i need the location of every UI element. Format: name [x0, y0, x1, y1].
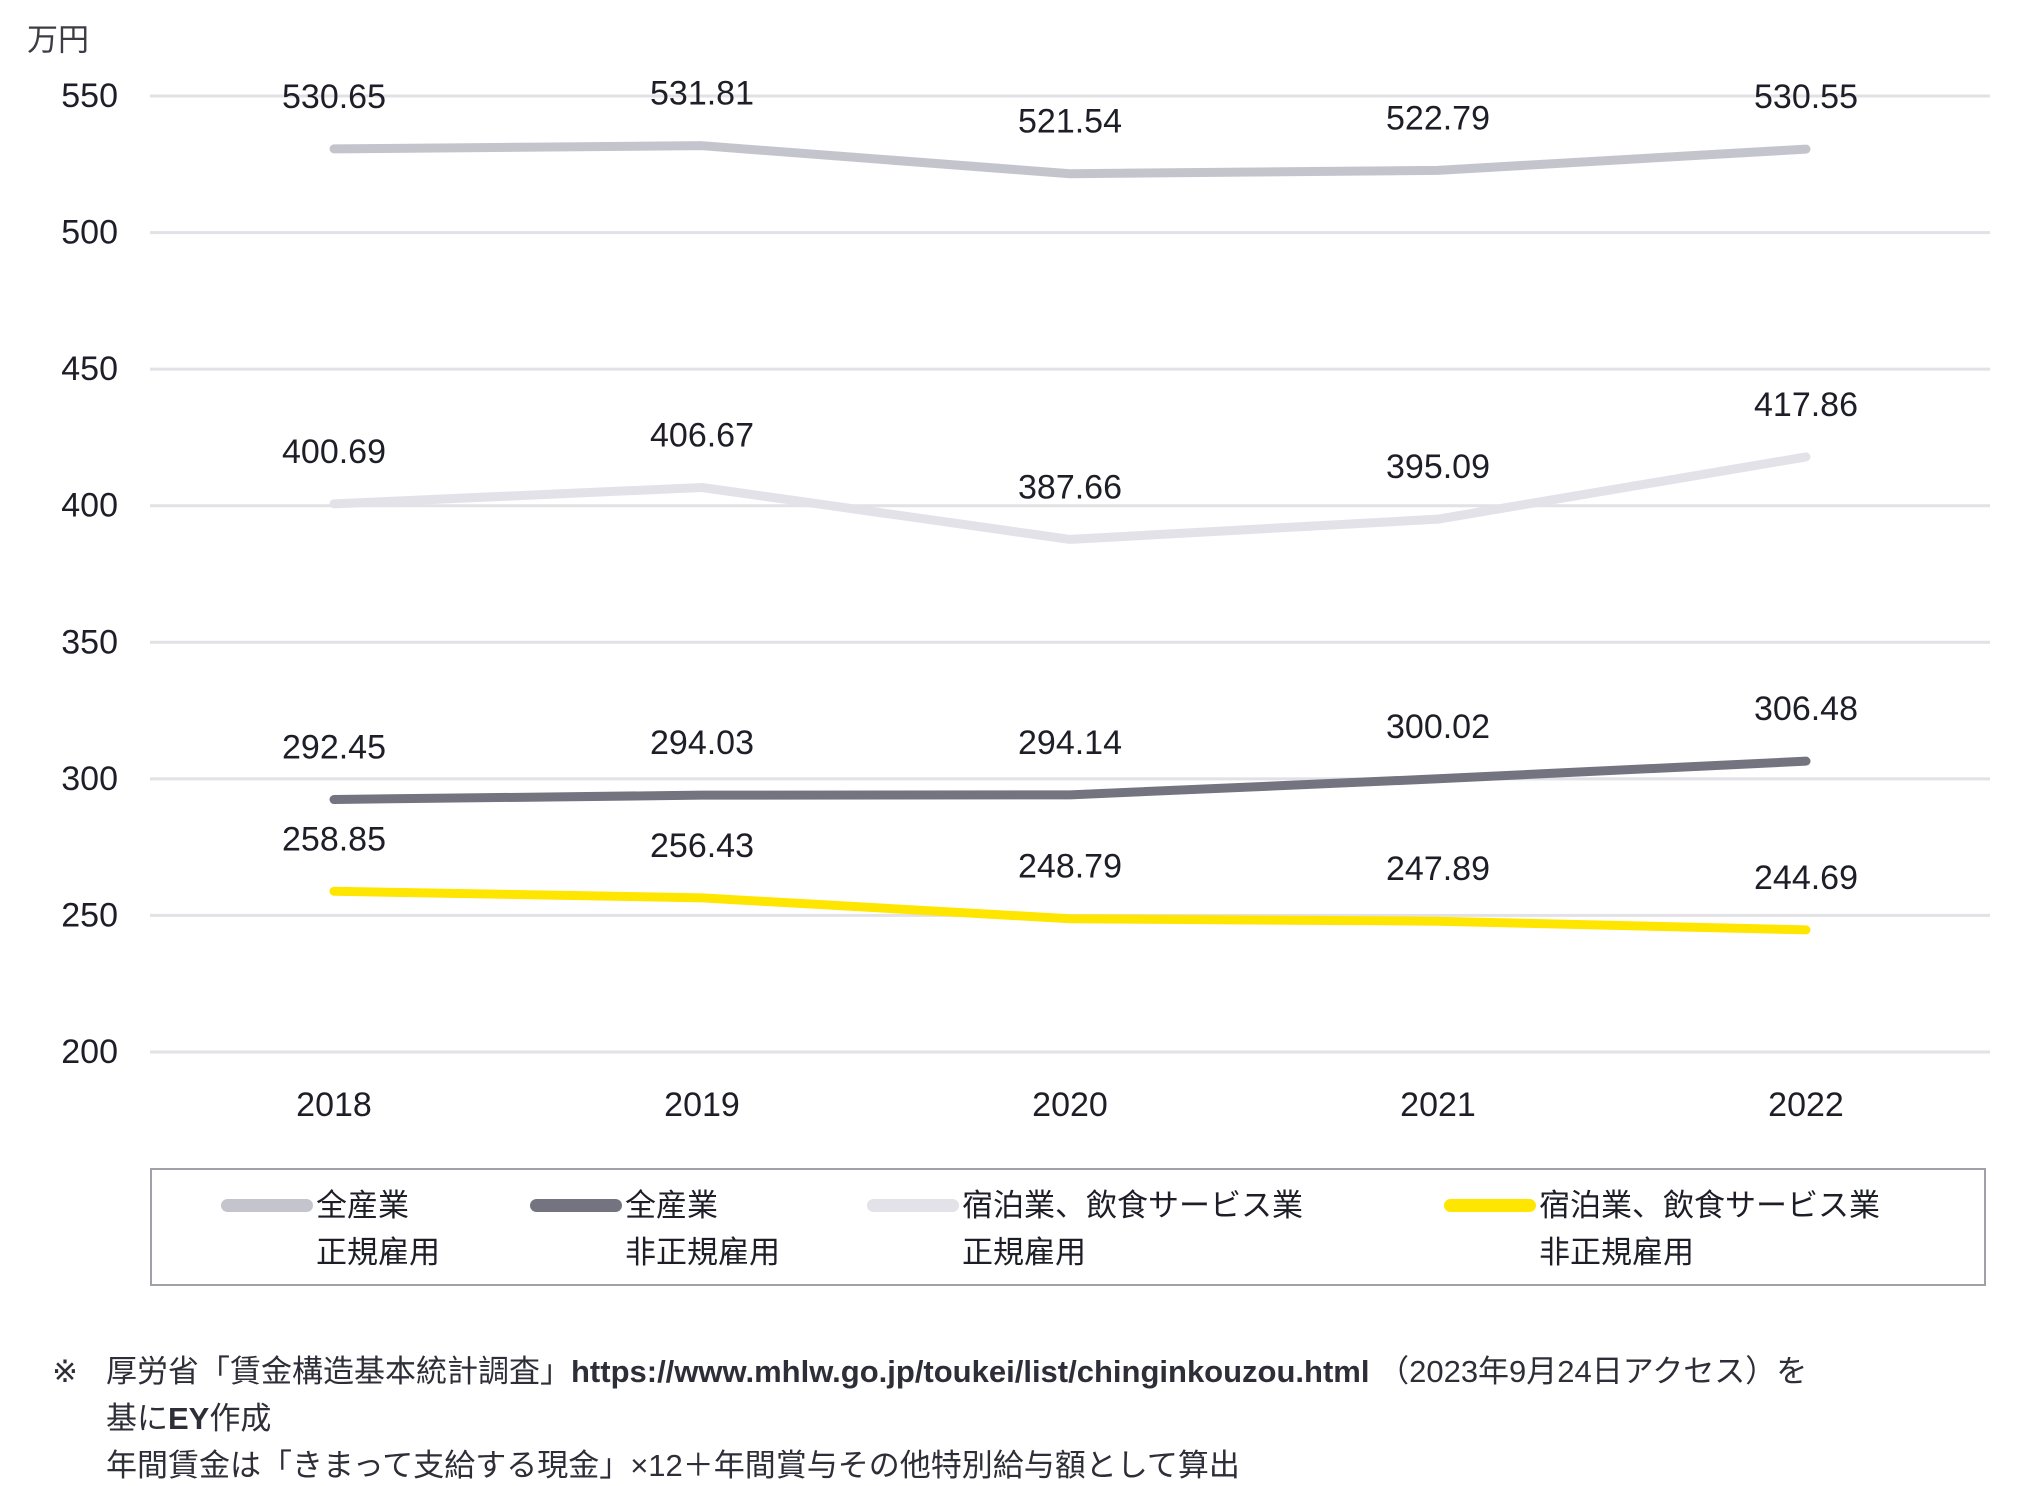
legend-item-hospitality-nonregular: 宿泊業、飲食サービス業 非正規雇用: [1444, 1170, 1880, 1276]
legend-line-swatch-icon: [221, 1199, 313, 1212]
line-chart: 550 500 450 400 350 300 250 200 万円 530.65 531.81 52…: [27, 23, 1990, 1124]
legend-line-swatch-icon: [530, 1199, 622, 1212]
svg-text:300: 300: [61, 760, 118, 798]
svg-text:2020: 2020: [1032, 1086, 1108, 1124]
svg-text:256.43: 256.43: [650, 827, 754, 865]
legend-line-swatch-icon: [1444, 1199, 1536, 1212]
svg-text:550: 550: [61, 77, 118, 115]
legend-label-line1: 宿泊業、飲食サービス業: [962, 1188, 1303, 1223]
svg-text:395.09: 395.09: [1386, 448, 1490, 486]
chart-legend: 全産業 正規雇用 全産業 非正規雇用 宿泊業、飲食サービス業 正規雇用 宿泊業、…: [150, 1168, 1986, 1286]
svg-text:244.69: 244.69: [1754, 859, 1858, 897]
legend-label-line1: 全産業: [625, 1188, 718, 1223]
svg-text:258.85: 258.85: [282, 820, 386, 858]
svg-text:530.55: 530.55: [1754, 78, 1858, 116]
svg-text:387.66: 387.66: [1018, 468, 1122, 506]
legend-item-all-industry-regular: 全産業 正規雇用: [221, 1170, 440, 1276]
svg-text:294.14: 294.14: [1018, 724, 1122, 762]
svg-text:248.79: 248.79: [1018, 848, 1122, 886]
svg-text:531.81: 531.81: [650, 75, 754, 113]
legend-label-line1: 全産業: [316, 1188, 409, 1223]
footnote-marker: ※: [52, 1354, 78, 1389]
svg-text:521.54: 521.54: [1018, 103, 1122, 141]
legend-label-line1: 宿泊業、飲食サービス業: [1539, 1188, 1880, 1223]
svg-text:2018: 2018: [296, 1086, 372, 1124]
legend-label-line2: 非正規雇用: [625, 1235, 780, 1270]
svg-text:417.86: 417.86: [1754, 386, 1858, 424]
svg-text:306.48: 306.48: [1754, 690, 1858, 728]
legend-label-line2: 正規雇用: [316, 1235, 440, 1270]
svg-text:2022: 2022: [1768, 1086, 1844, 1124]
footnote-line2: 基にEY作成: [105, 1401, 272, 1436]
svg-text:300.02: 300.02: [1386, 708, 1490, 746]
svg-text:2019: 2019: [664, 1086, 740, 1124]
legend-item-hospitality-regular: 宿泊業、飲食サービス業 正規雇用: [867, 1170, 1303, 1276]
svg-text:522.79: 522.79: [1386, 99, 1490, 137]
legend-label-line2: 非正規雇用: [1539, 1235, 1694, 1270]
svg-text:250: 250: [61, 896, 118, 934]
legend-label-line2: 正規雇用: [962, 1235, 1086, 1270]
svg-text:500: 500: [61, 214, 118, 252]
svg-text:247.89: 247.89: [1386, 850, 1490, 888]
svg-text:530.65: 530.65: [282, 78, 386, 116]
footnote-line1: 厚労省「賃金構造基本統計調査」https://www.mhlw.go.jp/to…: [105, 1354, 1808, 1389]
svg-text:294.03: 294.03: [650, 724, 754, 762]
svg-text:万円: 万円: [27, 23, 89, 58]
svg-text:450: 450: [61, 350, 118, 388]
svg-text:2021: 2021: [1400, 1086, 1476, 1124]
legend-item-all-industry-nonregular: 全産業 非正規雇用: [530, 1170, 780, 1276]
footnote-line3: 年間賃金は「きまって支給する現金」×12＋年間賞与その他特別給与額として算出: [105, 1448, 1240, 1483]
source-footnote: ※ 厚労省「賃金構造基本統計調査」https://www.mhlw.go.jp/…: [52, 1348, 1982, 1486]
svg-text:200: 200: [61, 1033, 118, 1071]
svg-text:400: 400: [61, 487, 118, 525]
svg-text:400.69: 400.69: [282, 433, 386, 471]
brand-name: EY: [167, 1401, 210, 1436]
svg-text:292.45: 292.45: [282, 728, 386, 766]
legend-line-swatch-icon: [867, 1199, 959, 1212]
svg-text:406.67: 406.67: [650, 416, 754, 454]
svg-text:350: 350: [61, 623, 118, 661]
source-url: https://www.mhlw.go.jp/toukei/list/ching…: [570, 1354, 1370, 1389]
